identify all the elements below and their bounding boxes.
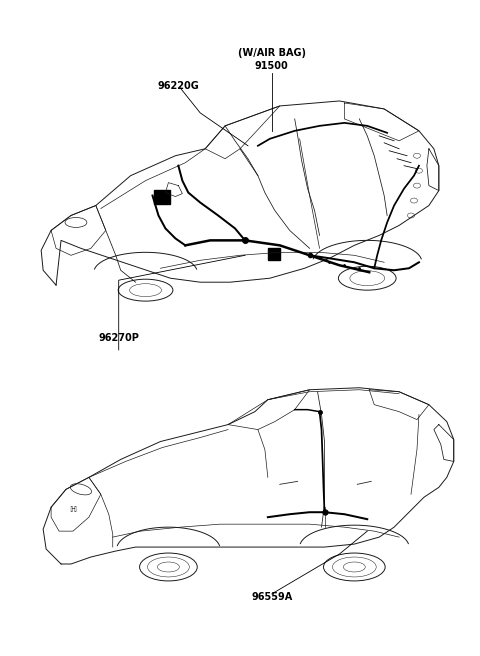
Text: 91500: 91500 (255, 61, 288, 71)
Text: 96220G: 96220G (157, 81, 199, 91)
Text: ℍ: ℍ (70, 504, 76, 514)
Text: 96270P: 96270P (98, 333, 139, 343)
Text: 96559A: 96559A (251, 592, 292, 602)
FancyBboxPatch shape (155, 190, 170, 203)
Polygon shape (268, 249, 280, 260)
Text: (W/AIR BAG): (W/AIR BAG) (238, 48, 306, 58)
